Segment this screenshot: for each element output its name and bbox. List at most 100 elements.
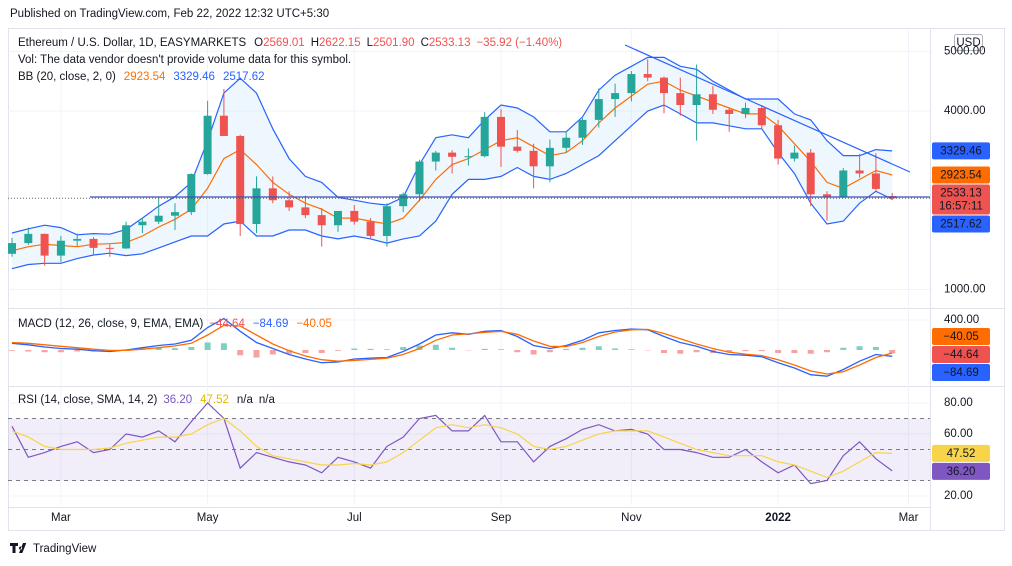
- candle-body: [138, 221, 147, 226]
- x-tick-label: Sep: [491, 512, 511, 524]
- legend-value: 2517.62: [223, 71, 265, 83]
- rsi-line: [11, 417, 893, 479]
- price-tag: [932, 166, 990, 184]
- candle-body: [203, 115, 212, 175]
- y-tick-label: 80.00: [944, 397, 973, 409]
- histogram-bar: [9, 349, 15, 351]
- candle-body: [839, 170, 848, 197]
- y-tick-label: 5000.00: [944, 45, 986, 57]
- price-tag-label: 36.20: [947, 466, 976, 478]
- histogram-bar: [530, 349, 537, 355]
- price-tag-label: 2517.62: [940, 219, 982, 231]
- candle-body: [497, 116, 505, 147]
- y-tick-label: 20.00: [944, 490, 973, 502]
- histogram-bar: [25, 349, 32, 352]
- price-tag-label: 3329.46: [940, 145, 982, 157]
- candle-body: [317, 215, 326, 226]
- candle-body: [562, 137, 571, 148]
- candle-body: [431, 152, 440, 162]
- histogram-bar: [628, 349, 635, 350]
- candle-body: [366, 221, 375, 236]
- histogram-bar: [693, 349, 700, 353]
- ohlc-key: C: [421, 37, 429, 49]
- candle-body: [122, 225, 131, 249]
- candle-body: [301, 207, 310, 216]
- candle-body: [578, 119, 587, 138]
- ohlc-value: 2501.90: [373, 37, 415, 49]
- histogram-bar: [351, 348, 358, 350]
- histogram-bar: [449, 347, 456, 350]
- candle-body: [252, 188, 261, 225]
- candle-body: [594, 99, 603, 120]
- histogram-bar: [579, 347, 586, 350]
- ohlc-key: O: [254, 37, 263, 49]
- x-tick-label: May: [197, 512, 219, 524]
- price-tag-label: 16:57:11: [939, 201, 983, 213]
- price-tag-label: −84.69: [943, 367, 979, 379]
- x-tick-label: Mar: [51, 512, 71, 524]
- candle-body: [73, 238, 82, 241]
- histogram-bar: [595, 346, 602, 350]
- histogram-bar: [758, 349, 765, 352]
- bb-line: [11, 104, 893, 270]
- candle-body: [692, 94, 701, 105]
- ohlc-key: L: [367, 37, 374, 49]
- histogram-bar: [41, 349, 48, 353]
- candle-body: [56, 240, 65, 256]
- histogram-bar: [563, 348, 570, 350]
- legend-value: 2923.54: [124, 71, 166, 83]
- histogram-bar: [286, 349, 293, 354]
- ohlc-value: 2569.01: [263, 37, 305, 49]
- price-legend: Ethereum / U.S. Dollar, 1D, EASYMARKETS O…: [18, 37, 562, 49]
- candle-body: [8, 243, 16, 254]
- histogram-bar: [416, 345, 423, 350]
- x-tick-label: Nov: [621, 512, 642, 524]
- ohlc-value: 2622.15: [319, 37, 361, 49]
- chart-frame: [8, 28, 1005, 531]
- histogram-bar: [824, 349, 830, 353]
- price-tag: [932, 142, 990, 160]
- currency-label[interactable]: USD: [956, 37, 980, 49]
- x-tick-label: Mar: [899, 512, 919, 524]
- indicator-title: BB (20, close, 2, 0): [18, 71, 116, 83]
- candle-body: [757, 107, 766, 126]
- histogram-bar: [220, 343, 227, 350]
- candle-body: [871, 173, 880, 189]
- histogram-bar: [432, 344, 439, 350]
- candle-body: [415, 161, 424, 195]
- price-tag: [932, 215, 990, 233]
- y-tick-label: 4000.00: [944, 105, 986, 117]
- logo-icon: [10, 543, 27, 553]
- histogram-bar: [726, 349, 733, 353]
- x-tick-label: Jul: [347, 512, 362, 524]
- candle-body: [627, 74, 636, 94]
- candle-body: [187, 174, 196, 213]
- candle-body: [643, 74, 652, 78]
- candle-body: [545, 147, 554, 167]
- candle-body: [823, 194, 831, 197]
- trend-line: [624, 44, 911, 173]
- ohlc-value: 2533.13: [429, 37, 471, 49]
- logo: TradingView: [10, 543, 97, 555]
- price-tag-label: 47.52: [947, 448, 976, 460]
- currency-box[interactable]: [954, 34, 983, 51]
- histogram-bar: [514, 349, 521, 353]
- y-tick-label: 60.00: [944, 428, 973, 440]
- histogram-bar: [840, 347, 847, 350]
- candle-body: [611, 93, 620, 100]
- price-tag: [932, 346, 990, 363]
- histogram-bar: [612, 348, 619, 350]
- histogram-bar: [856, 346, 863, 350]
- price-tag: [932, 462, 990, 480]
- legend-value: −40.05: [296, 318, 332, 330]
- candle-body: [40, 233, 49, 256]
- legend-value: 36.20: [163, 394, 192, 406]
- histogram-bar: [791, 349, 798, 353]
- candle-body: [285, 200, 294, 208]
- candle-body: [399, 194, 408, 207]
- plot-area: [8, 30, 930, 505]
- candle-body: [806, 152, 815, 195]
- candle-body: [154, 215, 163, 222]
- candle-body: [89, 238, 98, 248]
